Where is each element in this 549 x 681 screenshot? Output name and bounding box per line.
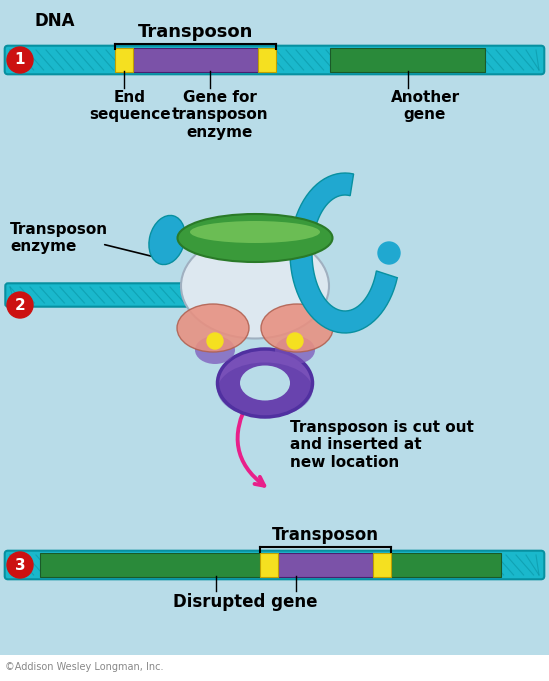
Circle shape xyxy=(378,242,400,264)
Text: ©Addison Wesley Longman, Inc.: ©Addison Wesley Longman, Inc. xyxy=(5,662,164,672)
Circle shape xyxy=(7,47,33,73)
Circle shape xyxy=(7,292,33,318)
Text: Transposon
enzyme: Transposon enzyme xyxy=(10,222,108,255)
Text: 3: 3 xyxy=(15,558,25,573)
Ellipse shape xyxy=(177,214,333,262)
FancyBboxPatch shape xyxy=(5,283,228,306)
FancyBboxPatch shape xyxy=(5,46,544,74)
Bar xyxy=(373,553,391,577)
Ellipse shape xyxy=(190,221,320,243)
Text: Transposon: Transposon xyxy=(272,526,379,544)
Text: Disrupted gene: Disrupted gene xyxy=(173,593,318,611)
Text: DNA: DNA xyxy=(35,12,76,30)
Text: Transposon: Transposon xyxy=(138,23,253,41)
Bar xyxy=(278,553,373,577)
FancyBboxPatch shape xyxy=(5,551,544,580)
Bar xyxy=(133,48,258,72)
Ellipse shape xyxy=(261,304,333,352)
Ellipse shape xyxy=(217,362,312,417)
Ellipse shape xyxy=(181,234,329,338)
Bar xyxy=(260,553,278,577)
Bar xyxy=(40,553,260,577)
Text: End
sequence: End sequence xyxy=(89,90,171,123)
Bar xyxy=(391,553,501,577)
Ellipse shape xyxy=(240,366,290,400)
Bar xyxy=(115,48,133,72)
Text: 2: 2 xyxy=(15,298,25,313)
Ellipse shape xyxy=(275,336,315,364)
Text: Gene for
transposon
enzyme: Gene for transposon enzyme xyxy=(172,90,268,140)
Text: 1: 1 xyxy=(15,52,25,67)
Ellipse shape xyxy=(217,349,312,417)
Text: Transposon is cut out
and inserted at
new location: Transposon is cut out and inserted at ne… xyxy=(290,420,474,470)
Bar xyxy=(258,48,276,72)
Circle shape xyxy=(287,333,303,349)
Circle shape xyxy=(207,333,223,349)
Ellipse shape xyxy=(177,304,249,352)
Circle shape xyxy=(7,552,33,578)
Text: Another
gene: Another gene xyxy=(390,90,460,123)
Bar xyxy=(0,655,549,681)
Polygon shape xyxy=(290,173,397,333)
Ellipse shape xyxy=(195,336,235,364)
Ellipse shape xyxy=(149,215,185,265)
Bar xyxy=(330,48,485,72)
